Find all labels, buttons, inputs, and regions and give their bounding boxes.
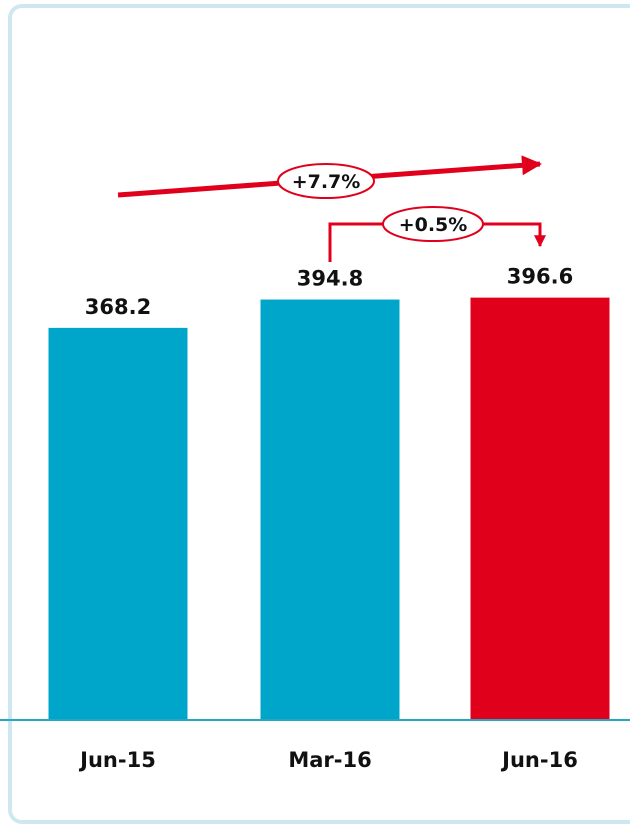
annotation-bubble-year xyxy=(277,163,375,199)
category-label-jun-15: Jun-15 xyxy=(78,748,156,772)
category-label-mar-16: Mar-16 xyxy=(288,748,371,772)
annotation-growth-quarter: +0.5% xyxy=(328,206,546,262)
bar-mar-16 xyxy=(260,299,400,720)
annotation-growth-year: +7.7% xyxy=(117,155,542,199)
value-label-jun-16: 396.6 xyxy=(507,265,573,289)
bar-jun-16 xyxy=(470,297,610,720)
annotation-bubble-quarter xyxy=(382,206,484,242)
category-label-jun-16: Jun-16 xyxy=(500,748,578,772)
annotation-label-year: +7.7% xyxy=(292,171,361,193)
annotation-label-quarter: +0.5% xyxy=(399,214,468,236)
bar-jun-15 xyxy=(48,327,188,720)
value-label-mar-16: 394.8 xyxy=(297,267,363,291)
value-label-jun-15: 368.2 xyxy=(85,295,151,319)
